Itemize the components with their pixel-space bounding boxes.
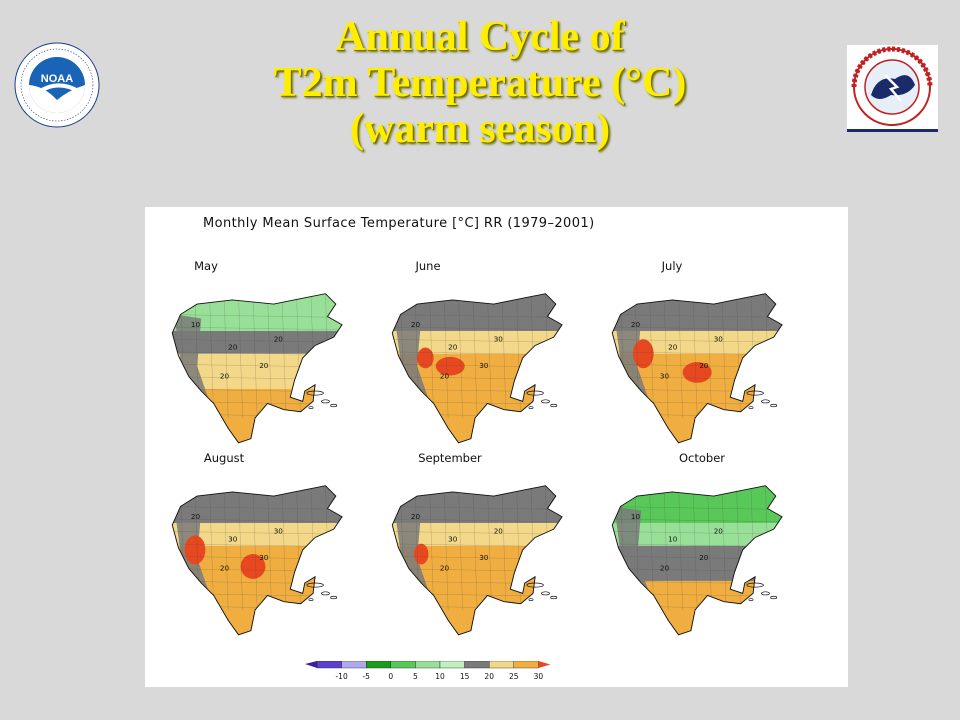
- colorbar-tick-label: 15: [460, 672, 470, 681]
- contour-label: 30: [274, 526, 284, 535]
- map-panel-june: June 20 20 30 20 30: [373, 259, 603, 449]
- contour-label: 10: [631, 512, 641, 521]
- contour-label: 20: [411, 512, 421, 521]
- contour-label: 30: [479, 361, 489, 370]
- map-panel-july: July 20 20 30 30 20: [593, 259, 823, 449]
- contour-label: 30: [660, 372, 670, 381]
- colorbar-segment: [464, 661, 490, 669]
- contour-label: 20: [714, 526, 724, 535]
- map-panel-october: October 10 10 20 20 20: [593, 451, 823, 641]
- contour-label: 30: [228, 535, 238, 544]
- temperature-map: 10 20 20 20 20: [171, 293, 343, 444]
- colorbar-segment: [513, 661, 539, 669]
- colorbar-tick-label: 0: [388, 672, 393, 681]
- colorbar-segment: [316, 661, 342, 669]
- contour-label: 20: [191, 512, 201, 521]
- noaa-logo-icon: NOAA: [14, 42, 100, 128]
- temperature-colorbar: -10 -5 0 5 10 15 20 25 30: [305, 661, 551, 681]
- panel-label: May: [194, 259, 218, 273]
- colorbar-tick-label: 20: [484, 672, 494, 681]
- colorbar-tick-label: 25: [509, 672, 519, 681]
- contour-label: 20: [259, 361, 269, 370]
- temperature-map: 10 10 20 20 20: [611, 485, 783, 636]
- contour-label: 20: [699, 553, 709, 562]
- colorbar-segment: [341, 661, 367, 669]
- contour-label: 20: [448, 343, 458, 352]
- colorbar-segment: [439, 661, 465, 669]
- colorbar-tick-label: 10: [435, 672, 445, 681]
- contour-label: 20: [631, 320, 641, 329]
- contour-label: 30: [714, 334, 724, 343]
- contour-label: 20: [668, 343, 678, 352]
- contour-label: 20: [228, 343, 238, 352]
- panel-label: September: [418, 451, 482, 465]
- map-panel-august: August 20 30 30 20 30: [153, 451, 383, 641]
- colorbar-tick-label: -5: [362, 672, 370, 681]
- title-line-3: (warm season): [349, 106, 611, 152]
- contour-label: 20: [274, 334, 284, 343]
- contour-label: 20: [411, 320, 421, 329]
- contour-label: 30: [259, 553, 269, 562]
- colorbar-segment: [366, 661, 392, 669]
- figure-title: Monthly Mean Surface Temperature [°C] RR…: [203, 216, 595, 231]
- contour-label: 30: [494, 334, 504, 343]
- title-line-2: T2m Temperature (°C): [273, 60, 687, 106]
- colorbar-tick-label: -10: [335, 672, 347, 681]
- contour-label: 10: [191, 320, 201, 329]
- colorbar-segment: [415, 661, 441, 669]
- panel-label: August: [203, 451, 245, 465]
- contour-label: 20: [660, 564, 670, 573]
- panel-label: June: [415, 259, 441, 273]
- temperature-map: 20 30 30 20 30: [171, 485, 343, 636]
- colorbar-tick-label: 5: [413, 672, 418, 681]
- contour-label: 30: [479, 553, 489, 562]
- contour-label: 30: [448, 535, 458, 544]
- panel-label: October: [678, 451, 726, 465]
- colorbar-segment: [390, 661, 416, 669]
- contour-label: 20: [440, 372, 450, 381]
- contour-label: 20: [220, 372, 230, 381]
- contour-label: 20: [494, 526, 504, 535]
- slide-title: Annual Cycle of T2m Temperature (°C) (wa…: [180, 14, 780, 152]
- map-panel-september: September 20 30 20 20 30: [373, 451, 603, 641]
- contour-label: 10: [668, 535, 678, 544]
- map-panel-may: May 10 20 20 20 20: [153, 259, 383, 449]
- contour-label: 20: [440, 564, 450, 573]
- colorbar-tick-label: 30: [534, 672, 544, 681]
- panel-label: July: [661, 259, 683, 273]
- nws-logo-icon: [847, 45, 938, 132]
- temperature-map: 20 30 20 20 30: [391, 485, 563, 636]
- contour-label: 20: [699, 361, 709, 370]
- svg-text:NOAA: NOAA: [41, 73, 73, 85]
- colorbar-segment: [488, 661, 514, 669]
- title-line-1: Annual Cycle of: [335, 14, 625, 60]
- contour-label: 20: [220, 564, 230, 573]
- temperature-map: 20 20 30 20 30: [391, 293, 563, 444]
- temperature-map: 20 20 30 30 20: [611, 293, 783, 444]
- temperature-figure: Monthly Mean Surface Temperature [°C] RR…: [145, 207, 848, 687]
